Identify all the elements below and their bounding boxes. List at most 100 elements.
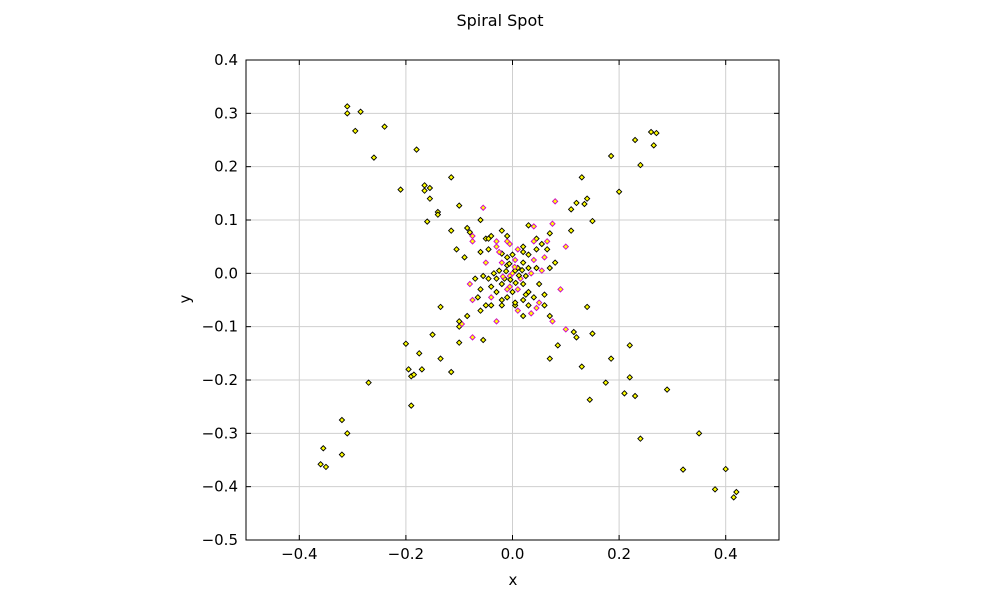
scatter-point [410,371,418,378]
scatter-point [482,302,490,309]
scatter-point [533,246,540,253]
scatter-point [317,461,324,468]
y-tick-label: −0.4 [202,478,238,496]
y-tick-label: 0.1 [214,211,238,229]
scatter-point [498,280,506,288]
axis-ticks [246,59,779,541]
scatter-point [499,273,507,280]
scatter-point [338,451,346,458]
scatter-point [514,307,522,314]
scatter-point [530,294,538,301]
scatter-point [546,264,554,272]
scatter-point [421,187,428,194]
scatter-point [429,331,436,338]
scatter-point [322,463,330,471]
scatter-point [578,174,586,181]
scatter-point [583,303,591,311]
scatter-point [482,259,490,266]
scatter-point [549,318,556,325]
scatter-point [541,291,548,298]
chart-title: Spiral Spot [456,11,543,30]
x-tick-label: 0.2 [607,545,631,563]
scatter-point [509,251,516,258]
scatter-point [357,108,364,115]
scatter-point [509,288,516,296]
scatter-point [519,243,527,250]
scatter-point [653,129,660,137]
scatter-point [551,259,559,266]
scatter-point [447,174,455,181]
scatter-point [415,350,423,357]
scatter-point [515,272,523,279]
scatter-point [397,186,404,193]
scatter-point [615,188,623,195]
scatter-point [519,280,527,288]
scatter-point [493,318,500,325]
scatter-point [493,275,500,282]
y-tick-label: 0.0 [214,264,238,282]
data-points [317,103,740,501]
scatter-point [518,266,526,274]
scatter-point [503,254,511,261]
scatter-point [479,336,487,344]
scatter-point [530,223,538,230]
scatter-point [320,445,327,452]
scatter-point [546,355,554,362]
scatter-point [695,430,703,437]
scatter-point [626,342,633,349]
scatter-point [730,494,737,501]
scatter-point [344,110,351,117]
scatter-point [485,246,492,253]
scatter-point [522,272,530,280]
scatter-point [573,199,580,207]
scatter-point [485,275,492,282]
scatter-point [493,243,500,250]
scatter-point [455,318,463,325]
scatter-point [490,270,498,277]
scatter-point [352,127,359,135]
scatter-point [365,379,372,386]
scatter-point [525,251,532,258]
y-axis-label: y [176,294,194,303]
scatter-point [586,396,594,403]
scatter-point [562,243,570,250]
scatter-point [434,211,442,218]
scatter-point [538,240,546,248]
scatter-point [463,224,471,232]
scatter-point [557,286,564,293]
scatter-point [527,270,535,277]
scatter-point [370,154,378,161]
scatter-point [519,259,527,266]
y-tick-label: 0.3 [214,104,238,122]
scatter-point [502,267,510,275]
scatter-point [549,220,556,227]
scatter-point [525,264,532,272]
scatter-point [469,334,476,341]
scatter-point [567,227,575,234]
scatter-point [413,146,420,153]
scatter-point [589,330,596,337]
scatter-point [485,235,492,242]
scatter-point [663,386,671,393]
y-tick-label: −0.5 [202,531,238,549]
scatter-point [426,184,434,192]
scatter-point [511,299,519,306]
scatter-point [578,363,586,370]
scatter-point [647,128,655,136]
scatter-point [511,263,518,271]
scatter-point [493,288,500,296]
scatter-point [733,488,740,496]
x-tick-label: 0.0 [501,545,525,563]
scatter-point [546,312,554,320]
scatter-point [679,466,687,473]
scatter-point [541,302,548,309]
scatter-point [637,161,644,169]
scatter-point [570,328,578,336]
scatter-point [447,368,455,376]
scatter-point [469,238,476,245]
scatter-point [471,275,479,282]
scatter-point [487,283,495,290]
scatter-point [607,355,615,362]
scatter-point [626,374,633,381]
scatter-point [522,291,530,298]
